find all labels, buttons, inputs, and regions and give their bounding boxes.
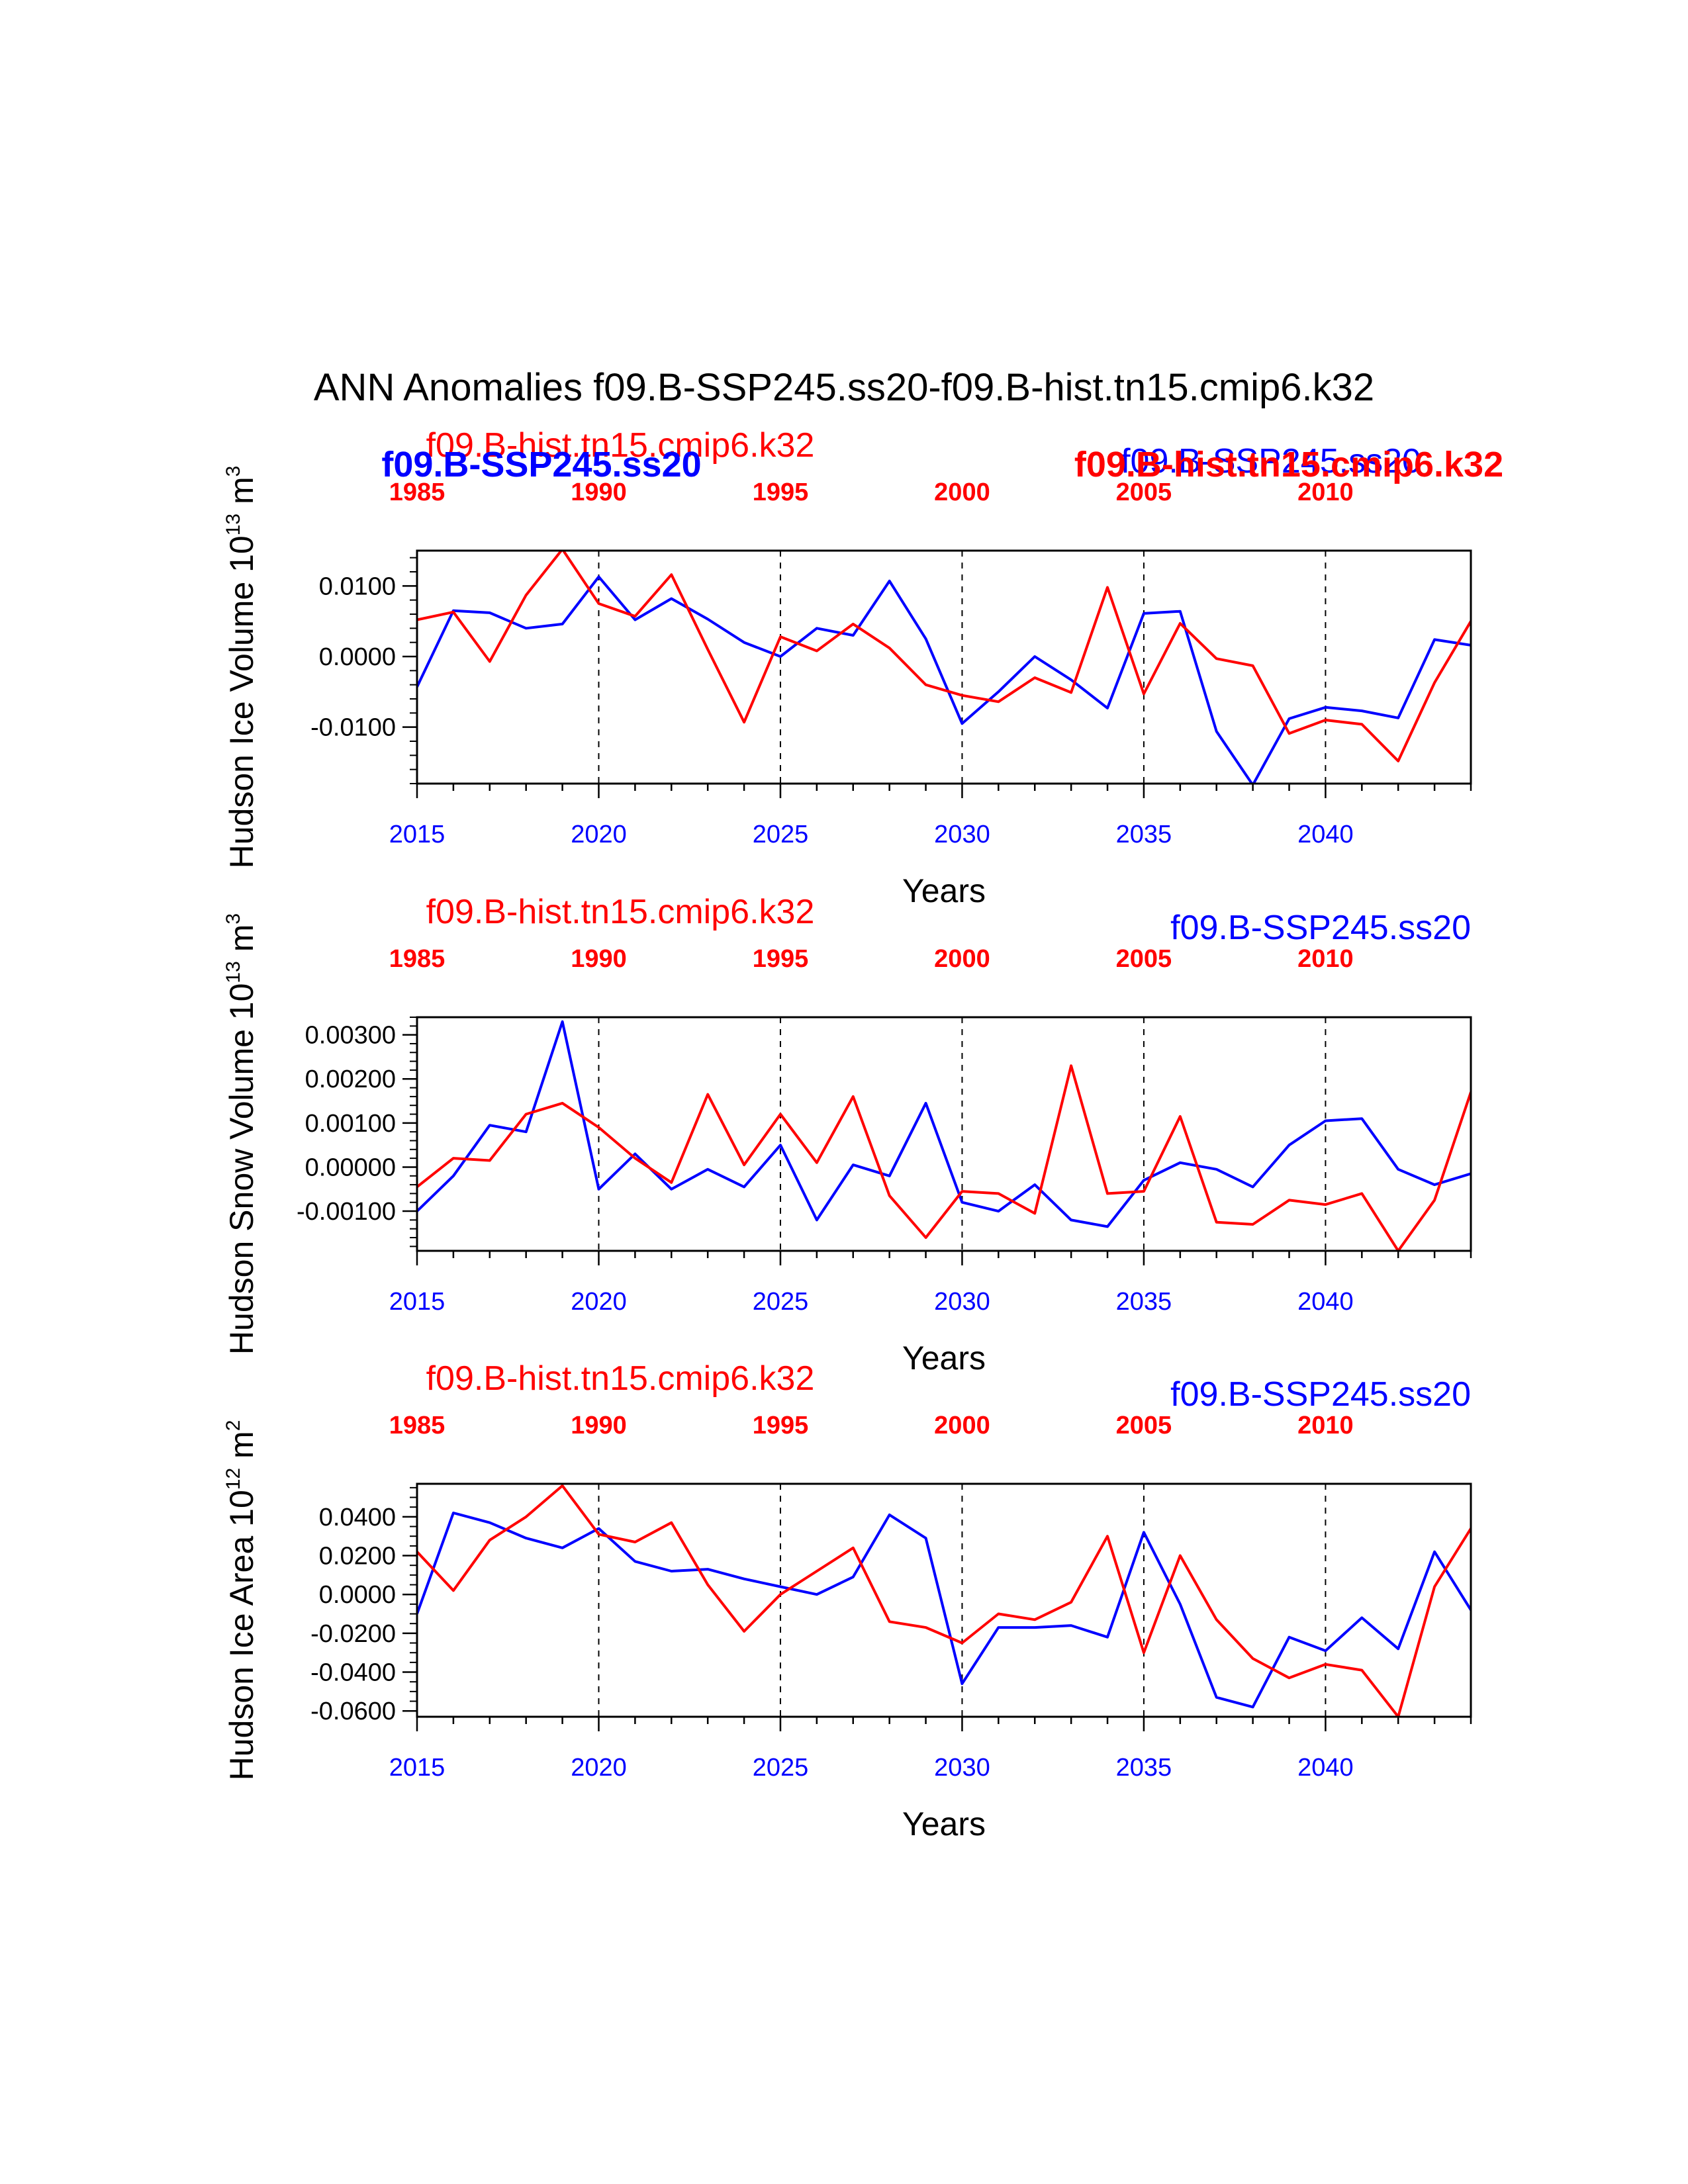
x-tick-label-top: 2005: [1116, 478, 1172, 506]
x-tick-label-top: 2000: [934, 478, 990, 506]
x-tick-label-bottom: 2035: [1116, 1754, 1172, 1782]
x-tick-label-bottom: 2040: [1297, 1288, 1354, 1316]
x-tick-label-bottom: 2025: [753, 821, 809, 848]
y-axis-label-base: Hudson Ice Area 10: [223, 1490, 260, 1780]
y-axis-label-base: Hudson Snow Volume 10: [223, 983, 260, 1355]
chart-panel-1: 2015 2020 2025 2030 2035 2040 1985 1990 1995 2000…: [222, 426, 1503, 909]
x-axis-label: Years: [902, 872, 986, 909]
figure-title: ANN Anomalies f09.B-SSP245.ss20-f09.B-hi…: [314, 366, 1374, 409]
x-tick-label-top: 1990: [571, 478, 627, 506]
series-line-ssp245: [417, 1020, 1471, 1228]
x-tick-label-bottom: 2035: [1116, 1288, 1172, 1316]
chart-panel-3: 2015 2020 2025 2030 2035 2040 1985 1990 1995 2000…: [222, 1359, 1472, 1843]
x-tick-label-top: 1990: [571, 1412, 627, 1439]
series-line-ssp245: [417, 1512, 1471, 1709]
y-axis-label: Hudson Ice Volume 1013 m3: [222, 466, 260, 869]
x-tick-label-bottom: 2020: [571, 821, 627, 848]
x-tick-label-bottom: 2030: [934, 821, 990, 848]
x-tick-label-top: 1985: [389, 478, 445, 506]
y-axis-label-exp: 13: [222, 514, 244, 535]
x-tick-label-bottom: 2015: [389, 1288, 445, 1316]
x-tick-label-bottom: 2035: [1116, 821, 1172, 848]
y-tick-label: 0.00000: [305, 1154, 396, 1181]
y-axis-label-unit-exp: 2: [222, 1420, 244, 1432]
y-axis-label-unit-exp: 3: [222, 913, 244, 925]
y-axis-label-unit: m: [223, 477, 260, 514]
y-axis-label-exp: 12: [222, 1468, 244, 1490]
x-tick-label-top: 1985: [389, 1412, 445, 1439]
y-tick-label: -0.0200: [310, 1620, 396, 1648]
plot-frame: [416, 549, 1472, 785]
y-axis-label-unit-exp: 3: [222, 466, 244, 477]
x-tick-label-bottom: 2025: [753, 1754, 809, 1782]
x-tick-label-top: 2000: [934, 945, 990, 973]
x-tick-label-top: 1995: [753, 1412, 809, 1439]
legend-ssp-left: f09.B-SSP245.ss20: [381, 445, 701, 484]
x-tick-label-top: 2010: [1297, 478, 1354, 506]
y-tick-label: 0.0000: [319, 1581, 396, 1609]
panels: 2015 2020 2025 2030 2035 2040 1985 1990 1995 2000…: [222, 426, 1503, 1843]
legend-hist: f09.B-hist.tn15.cmip6.k32: [426, 893, 815, 931]
x-tick-label-bottom: 2020: [571, 1754, 627, 1782]
x-tick-label-top: 2005: [1116, 1412, 1172, 1439]
x-tick-label-top: 2010: [1297, 945, 1354, 973]
y-tick-label: -0.0100: [310, 714, 396, 742]
y-tick-label: 0.00100: [305, 1110, 396, 1138]
y-axis-label-base: Hudson Ice Volume 10: [223, 535, 260, 868]
x-axis-label: Years: [902, 1805, 986, 1843]
y-axis-label-unit: m: [223, 1431, 260, 1468]
x-tick-label-top: 2000: [934, 1412, 990, 1439]
y-tick-label: 0.0000: [319, 643, 396, 671]
series-line-hist: [417, 1064, 1471, 1251]
series-line-hist: [417, 551, 1471, 762]
y-tick-label: -0.00100: [297, 1198, 396, 1226]
x-tick-label-bottom: 2025: [753, 1288, 809, 1316]
legend-hist-left: f09.B-hist.tn15.cmip6.k32: [426, 426, 815, 465]
y-tick-label: 0.0400: [319, 1504, 396, 1531]
y-axis-label-exp: 13: [222, 961, 244, 983]
x-tick-label-top: 1990: [571, 945, 627, 973]
x-tick-label-bottom: 2030: [934, 1288, 990, 1316]
legend-ssp: f09.B-SSP245.ss20: [1170, 909, 1471, 947]
series-line-ssp245: [417, 575, 1471, 784]
x-tick-label-bottom: 2015: [389, 1754, 445, 1782]
x-tick-label-top: 1995: [753, 478, 809, 506]
x-axis-label: Years: [902, 1340, 986, 1377]
y-axis-label: Hudson Snow Volume 1013 m3: [222, 913, 260, 1355]
chart-panel-2: 2015 2020 2025 2030 2035 2040 1985 1990 1995 2000…: [222, 893, 1472, 1377]
x-tick-label-bottom: 2020: [571, 1288, 627, 1316]
y-tick-label: 0.0100: [319, 572, 396, 600]
x-tick-label-bottom: 2015: [389, 821, 445, 848]
legend-hist-right: f09.B-hist.tn15.cmip6.k32: [1074, 445, 1503, 484]
legend-hist: f09.B-hist.tn15.cmip6.k32: [426, 1359, 815, 1398]
x-tick-label-top: 1985: [389, 945, 445, 973]
x-tick-label-top: 1995: [753, 945, 809, 973]
y-tick-label: -0.0600: [310, 1698, 396, 1725]
x-tick-label-bottom: 2030: [934, 1754, 990, 1782]
x-tick-label-bottom: 2040: [1297, 821, 1354, 848]
plot-frame: [416, 1482, 1472, 1718]
x-tick-label-top: 2010: [1297, 1412, 1354, 1439]
legend-ssp: f09.B-SSP245.ss20: [1170, 1375, 1471, 1414]
legend-ssp-right: f09.B-SSP245.ss20: [1121, 442, 1421, 480]
y-tick-label: 0.00300: [305, 1022, 396, 1050]
x-tick-label-bottom: 2040: [1297, 1754, 1354, 1782]
series-line-hist: [417, 1484, 1471, 1717]
y-axis-label-unit: m: [223, 925, 260, 962]
plot-frame: [416, 1016, 1472, 1252]
y-tick-label: -0.0400: [310, 1659, 396, 1687]
y-tick-label: 0.0200: [319, 1543, 396, 1570]
y-axis-label: Hudson Ice Area 1012 m2: [222, 1420, 260, 1781]
y-tick-label: 0.00200: [305, 1066, 396, 1093]
x-tick-label-top: 2005: [1116, 945, 1172, 973]
